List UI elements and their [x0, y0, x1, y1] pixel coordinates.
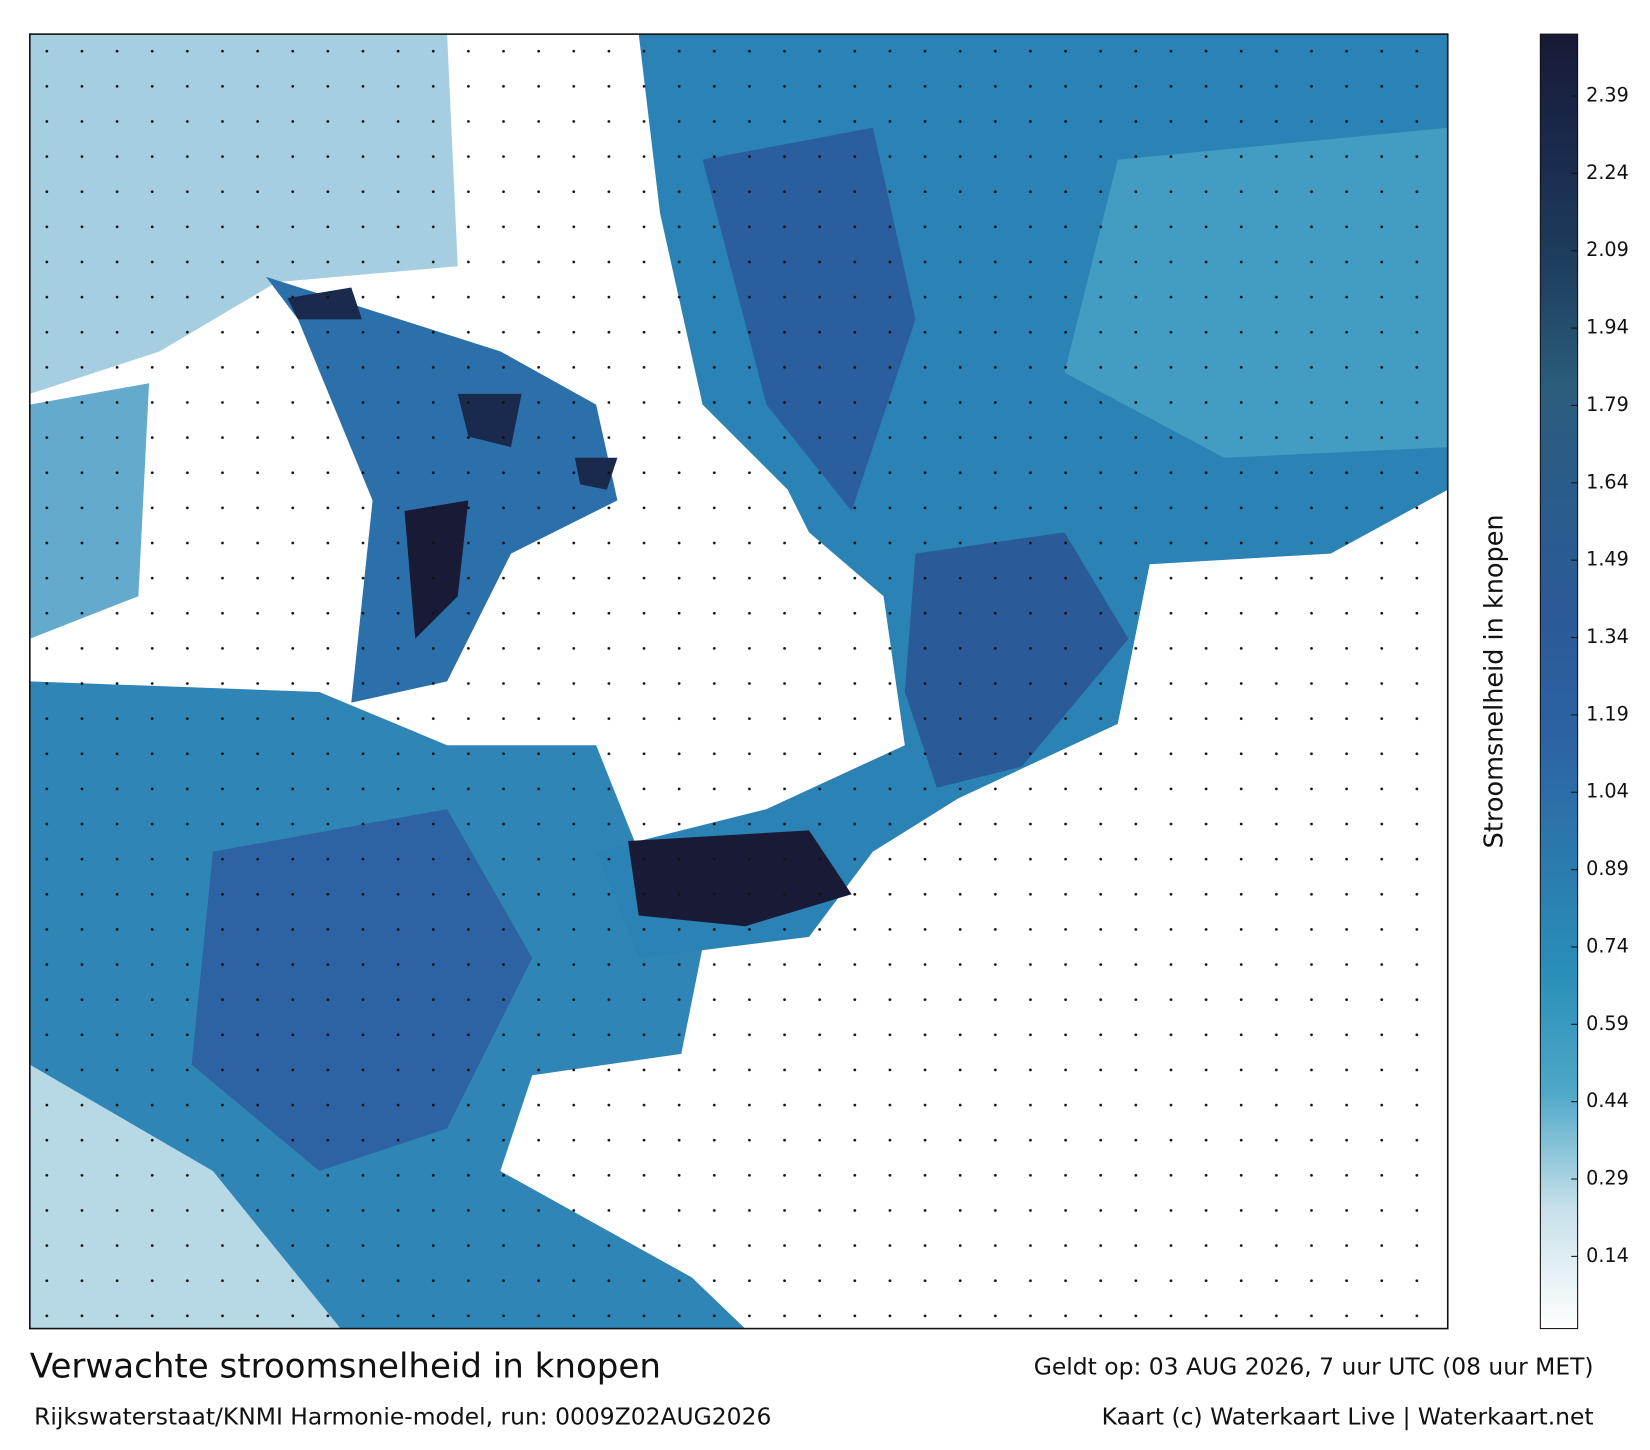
- map-subtitle: Rijkswaterstaat/KNMI Harmonie-model, run…: [34, 1402, 771, 1430]
- colorbar-tick-label: 1.04: [1586, 780, 1629, 803]
- grid-points: [29, 34, 1448, 1329]
- map: [29, 34, 1448, 1329]
- colorbar-tick-label: 1.34: [1586, 625, 1629, 648]
- colorbar-label: Stroomsnelheid in knopen: [1480, 514, 1510, 848]
- colorbar-tick-label: 1.19: [1586, 702, 1629, 725]
- map-frame: [29, 33, 1449, 1330]
- colorbar-tick-label: 2.39: [1586, 84, 1629, 107]
- map-title: Verwachte stroomsnelheid in knopen: [30, 1346, 661, 1386]
- colorbar: [1539, 33, 1579, 1330]
- colorbar-tick-label: 0.29: [1586, 1167, 1629, 1190]
- valid-time: Geldt op: 03 AUG 2026, 7 uur UTC (08 uur…: [1034, 1352, 1594, 1380]
- colorbar-tick-label: 0.89: [1586, 857, 1629, 880]
- colorbar-tick-label: 0.14: [1586, 1244, 1629, 1267]
- colorbar-tick-label: 1.49: [1586, 548, 1629, 571]
- colorbar-tick-label: 1.94: [1586, 316, 1629, 339]
- colorbar-tick-label: 1.79: [1586, 393, 1629, 416]
- credit: Kaart (c) Waterkaart Live | Waterkaart.n…: [1102, 1402, 1594, 1430]
- colorbar-tick-label: 2.24: [1586, 161, 1629, 184]
- colorbar-tick-label: 2.09: [1586, 238, 1629, 261]
- colorbar-tick-label: 0.59: [1586, 1012, 1629, 1035]
- colorbar-tick-label: 0.74: [1586, 934, 1629, 957]
- colorbar-tick-label: 1.64: [1586, 470, 1629, 493]
- colorbar-tick-label: 0.44: [1586, 1089, 1629, 1112]
